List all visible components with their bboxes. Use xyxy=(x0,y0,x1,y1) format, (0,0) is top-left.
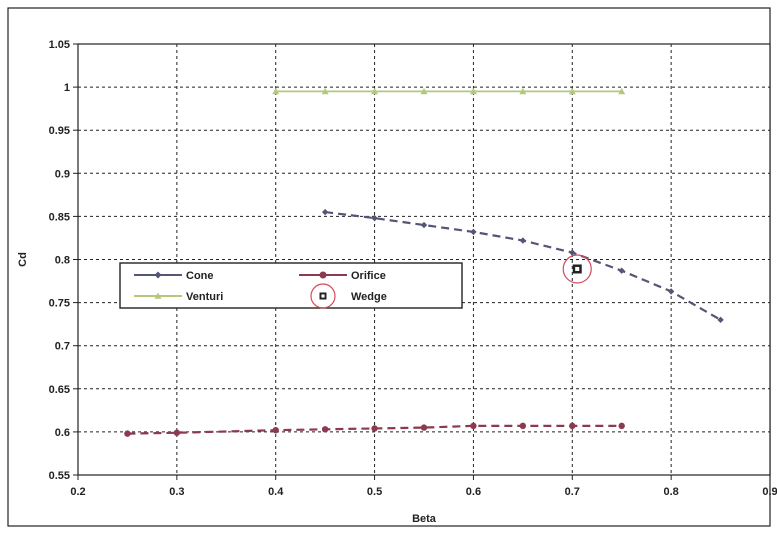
data-point-cone xyxy=(519,237,527,244)
data-point-venturi xyxy=(519,87,527,95)
y-axis-label: Cd xyxy=(17,252,29,267)
series-cone xyxy=(321,208,724,324)
y-axis-ticks: 0.55 0.6 0.65 0.7 0.75 0.8 0.85 0.9 0.95 1 1.05 xyxy=(49,39,78,482)
legend-box xyxy=(119,262,463,309)
y-tick-label: 0.55 xyxy=(49,470,70,482)
x-tick-label: 0.4 xyxy=(268,486,284,498)
legend-marker-cone xyxy=(154,271,162,279)
data-point-orifice xyxy=(272,426,279,434)
series-wedge xyxy=(572,264,582,274)
data-point-cone xyxy=(420,221,428,229)
legend-label-cone: Cone xyxy=(186,270,214,282)
legend-marker-wedge xyxy=(319,292,327,300)
data-point-orifice xyxy=(321,426,329,433)
x-axis-ticks: 0.2 0.3 0.4 0.5 0.6 0.7 0.8 0.9 xyxy=(70,475,777,498)
data-point-cone xyxy=(569,249,576,256)
data-point-venturi xyxy=(272,87,280,95)
legend-label-wedge: Wedge xyxy=(351,291,387,303)
data-point-cone xyxy=(371,214,378,222)
x-tick-label: 0.2 xyxy=(70,486,85,498)
y-tick-label: 1 xyxy=(64,82,70,94)
legend-highlight-circle xyxy=(310,283,336,309)
data-point-venturi xyxy=(618,87,626,95)
marker-square-inner xyxy=(575,266,580,272)
x-tick-label: 0.7 xyxy=(565,486,580,498)
data-point-cone xyxy=(717,316,724,324)
data-point-venturi xyxy=(568,87,576,95)
data-point-venturi xyxy=(469,87,477,95)
data-point-orifice xyxy=(618,422,625,430)
series-orifice xyxy=(124,422,625,437)
y-tick-label: 0.9 xyxy=(55,168,70,180)
legend-item-venturi: Venturi xyxy=(134,291,223,303)
data-point-cone xyxy=(321,208,329,216)
series-line-orifice xyxy=(127,424,622,435)
data-point-venturi xyxy=(371,87,379,95)
series-venturi xyxy=(272,87,626,95)
data-point-orifice xyxy=(470,422,477,430)
y-tick-label: 1.05 xyxy=(49,39,70,51)
data-point-orifice xyxy=(420,424,428,431)
annotation-layer xyxy=(562,254,592,284)
highlight-circle xyxy=(562,254,592,284)
data-point-orifice xyxy=(371,425,378,432)
data-point-cone xyxy=(667,288,675,295)
data-point-venturi xyxy=(321,87,329,95)
y-tick-label: 0.95 xyxy=(49,125,70,137)
data-point-wedge xyxy=(572,264,582,274)
x-tick-label: 0.3 xyxy=(169,486,184,498)
legend-label-orifice: Orifice xyxy=(351,270,386,282)
x-tick-label: 0.6 xyxy=(466,486,481,498)
legend-item-wedge: Wedge xyxy=(310,283,387,309)
data-point-orifice xyxy=(173,429,181,436)
data-point-orifice xyxy=(569,422,576,430)
y-tick-label: 0.6 xyxy=(55,427,70,439)
legend-label-venturi: Venturi xyxy=(186,291,223,303)
data-point-venturi xyxy=(420,87,428,95)
data-point-orifice xyxy=(519,422,527,430)
y-tick-label: 0.65 xyxy=(49,384,70,396)
marker-square-inner xyxy=(321,294,325,298)
data-point-cone xyxy=(618,267,625,274)
legend-marker-orifice xyxy=(319,271,327,279)
y-tick-label: 0.75 xyxy=(49,298,70,310)
data-point-orifice xyxy=(124,430,131,437)
y-tick-label: 0.8 xyxy=(55,255,70,267)
y-tick-label: 0.7 xyxy=(55,341,70,353)
legend-marker-venturi xyxy=(154,292,162,299)
legend: Cone Orifice Venturi Wedge xyxy=(119,262,463,309)
x-tick-label: 0.8 xyxy=(663,486,678,498)
x-tick-label: 0.5 xyxy=(367,486,382,498)
data-point-cone xyxy=(470,228,477,236)
legend-item-cone: Cone xyxy=(134,270,214,282)
series-layer xyxy=(124,87,724,437)
x-tick-label: 0.9 xyxy=(762,486,777,498)
x-axis-label: Beta xyxy=(412,513,437,525)
y-tick-label: 0.85 xyxy=(49,211,70,223)
legend-item-orifice: Orifice xyxy=(299,270,386,282)
